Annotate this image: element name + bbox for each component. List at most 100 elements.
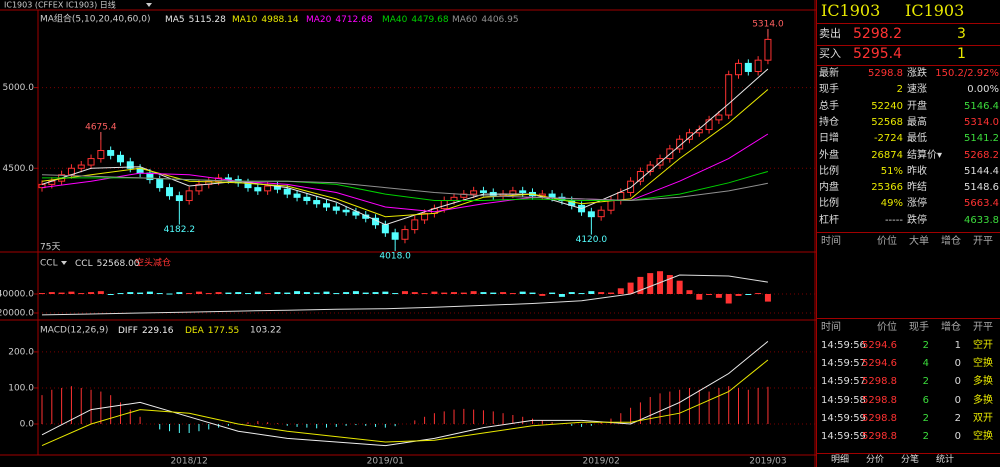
bar: [343, 292, 350, 295]
dropdown-icon[interactable]: [146, 3, 152, 7]
bar: [735, 294, 742, 296]
legend-name: CCL: [75, 259, 93, 269]
legend-name: MA5: [165, 15, 185, 25]
bar: [411, 292, 418, 295]
bar: [372, 292, 379, 295]
tab[interactable]: 统计: [936, 455, 955, 465]
line-series: [41, 174, 768, 202]
quote-value: 5314.0: [964, 116, 999, 128]
bar: [48, 292, 55, 295]
legend-name: MA10: [232, 15, 258, 25]
candle-body: [735, 62, 743, 76]
candle-body: [332, 206, 340, 211]
high-label: 4675.4: [85, 122, 117, 132]
bar: [68, 291, 75, 295]
quote-value: -----: [884, 214, 903, 226]
candle-body: [283, 188, 291, 195]
tab[interactable]: 明细: [831, 455, 850, 465]
tab[interactable]: 分笔: [901, 455, 920, 465]
bar: [745, 294, 752, 296]
chart-title: MA组合(5,10,20,40,60,0): [40, 13, 151, 25]
separator: [817, 232, 1000, 233]
trade-cell: 0: [954, 358, 961, 370]
quote-label: 最新: [819, 68, 839, 79]
bar: [225, 292, 232, 295]
candle-body: [381, 224, 389, 234]
trade-cell: 1: [954, 340, 961, 351]
quote-value: 5148.6: [964, 182, 999, 194]
legend-name: MA60: [452, 15, 478, 25]
bar: [303, 292, 310, 295]
bar: [401, 291, 408, 295]
bar: [274, 292, 281, 295]
candle-body: [597, 209, 605, 218]
candle-body: [685, 132, 693, 140]
trade-cell: 0: [954, 431, 961, 442]
trade-cell: 2: [922, 431, 929, 442]
bar: [195, 291, 202, 295]
bar: [421, 293, 428, 295]
quote-value: 5298.8: [868, 68, 903, 79]
bar: [637, 276, 644, 295]
line-series: [41, 274, 768, 316]
legend-entry: MA40 4479.68: [382, 15, 449, 25]
legend-entry: DIFF 229.16: [118, 326, 174, 336]
candle-body: [764, 38, 772, 61]
column-header: 增仓: [941, 236, 961, 247]
column-header: 大单: [909, 236, 929, 247]
tab[interactable]: 分价: [866, 455, 885, 465]
quote-panel: IC1903 IC1903 卖出 5298.2 3 买入 5295.4 1 最新 5298.8 涨跌…: [816, 0, 1000, 467]
line-series: [41, 133, 769, 213]
dropdown-icon[interactable]: [61, 261, 67, 265]
candle-body: [509, 190, 517, 195]
quote-label: 持仓: [819, 116, 839, 128]
trade-cell: 0: [954, 376, 961, 388]
legend-value: 5115.28: [189, 15, 226, 25]
quote-value: 2: [896, 84, 903, 96]
book-side: 买入: [819, 47, 841, 60]
quote-label: 内盘: [819, 182, 839, 194]
candle-body: [587, 211, 595, 218]
candle-body: [313, 200, 321, 205]
bar: [607, 292, 614, 295]
bar: [441, 292, 448, 295]
legend-value: 4406.95: [481, 15, 518, 25]
candle-body: [391, 232, 399, 240]
trade-cell: 14:59:56: [821, 340, 866, 351]
candle-body: [744, 62, 752, 72]
low-label: 4120.0: [576, 235, 608, 245]
quote-label: 昨收: [907, 165, 927, 177]
y-tick-label: 5000.0: [3, 83, 35, 93]
candle-body: [421, 212, 429, 221]
high-label: 5314.0: [752, 19, 784, 29]
trade-cell: 空换: [973, 431, 993, 442]
panel-subtitle: 空头减仓: [135, 257, 171, 269]
low-label: 4018.0: [379, 252, 411, 262]
trade-cell: 5294.6: [862, 358, 897, 370]
candle-body: [116, 154, 124, 163]
bar: [313, 292, 320, 295]
quote-label: 最低: [907, 133, 927, 145]
trade-cell: 双开: [973, 412, 993, 424]
bar: [107, 294, 114, 296]
x-tick-label: 2019/01: [367, 457, 404, 467]
line-series: [41, 359, 769, 447]
quote-label: 比例: [819, 165, 839, 177]
quote-label: 最高: [907, 116, 927, 128]
panel-title: CCL: [40, 259, 58, 269]
bar: [235, 292, 242, 295]
quote-label: 速涨: [907, 84, 927, 96]
candle-body: [470, 190, 478, 195]
quote-label: 结算价▾: [907, 149, 943, 161]
trade-cell: 多换: [973, 376, 993, 388]
line-series: [41, 89, 769, 218]
trade-cell: 空开: [973, 340, 993, 351]
bar: [146, 291, 153, 295]
candle-body: [479, 190, 487, 193]
column-header: 增仓: [941, 322, 961, 333]
quote-label: 跌停: [907, 214, 927, 226]
candle-body: [676, 138, 684, 150]
separator: [817, 453, 1000, 454]
column-header: 价位: [877, 236, 897, 247]
